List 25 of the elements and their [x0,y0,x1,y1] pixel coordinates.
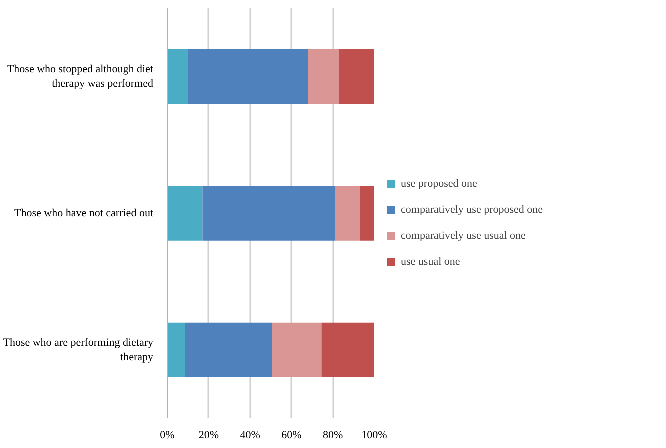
y-tick-label: Those who stopped although diet therapy was performed [7,64,154,90]
x-tick-label: 0% [160,430,175,442]
x-tick-label: 80% [323,430,344,442]
bar [202,186,336,241]
x-tick-label: 20% [198,430,219,442]
bar [322,322,374,378]
bar [168,186,203,241]
x-tick-label: 60% [282,430,302,442]
legend-label: comparatively use proposed one [401,204,544,216]
legend-label: use usual one [401,256,460,268]
bar [168,322,186,378]
legend-label: use proposed one [401,178,478,190]
x-tick-label: 40% [240,430,260,442]
bar [335,186,360,241]
x-tick-label: 100% [362,430,388,442]
bar [360,186,374,241]
bar [168,50,188,104]
bar [308,50,340,104]
bar [185,322,272,378]
bar [339,50,374,104]
y-tick-label: Those who have not carried out [14,208,154,220]
legend-label: comparatively use usual one [401,230,526,242]
bar [272,322,322,378]
y-tick-label: Those who are performing dietary therapy [3,336,154,364]
bar [188,50,308,104]
